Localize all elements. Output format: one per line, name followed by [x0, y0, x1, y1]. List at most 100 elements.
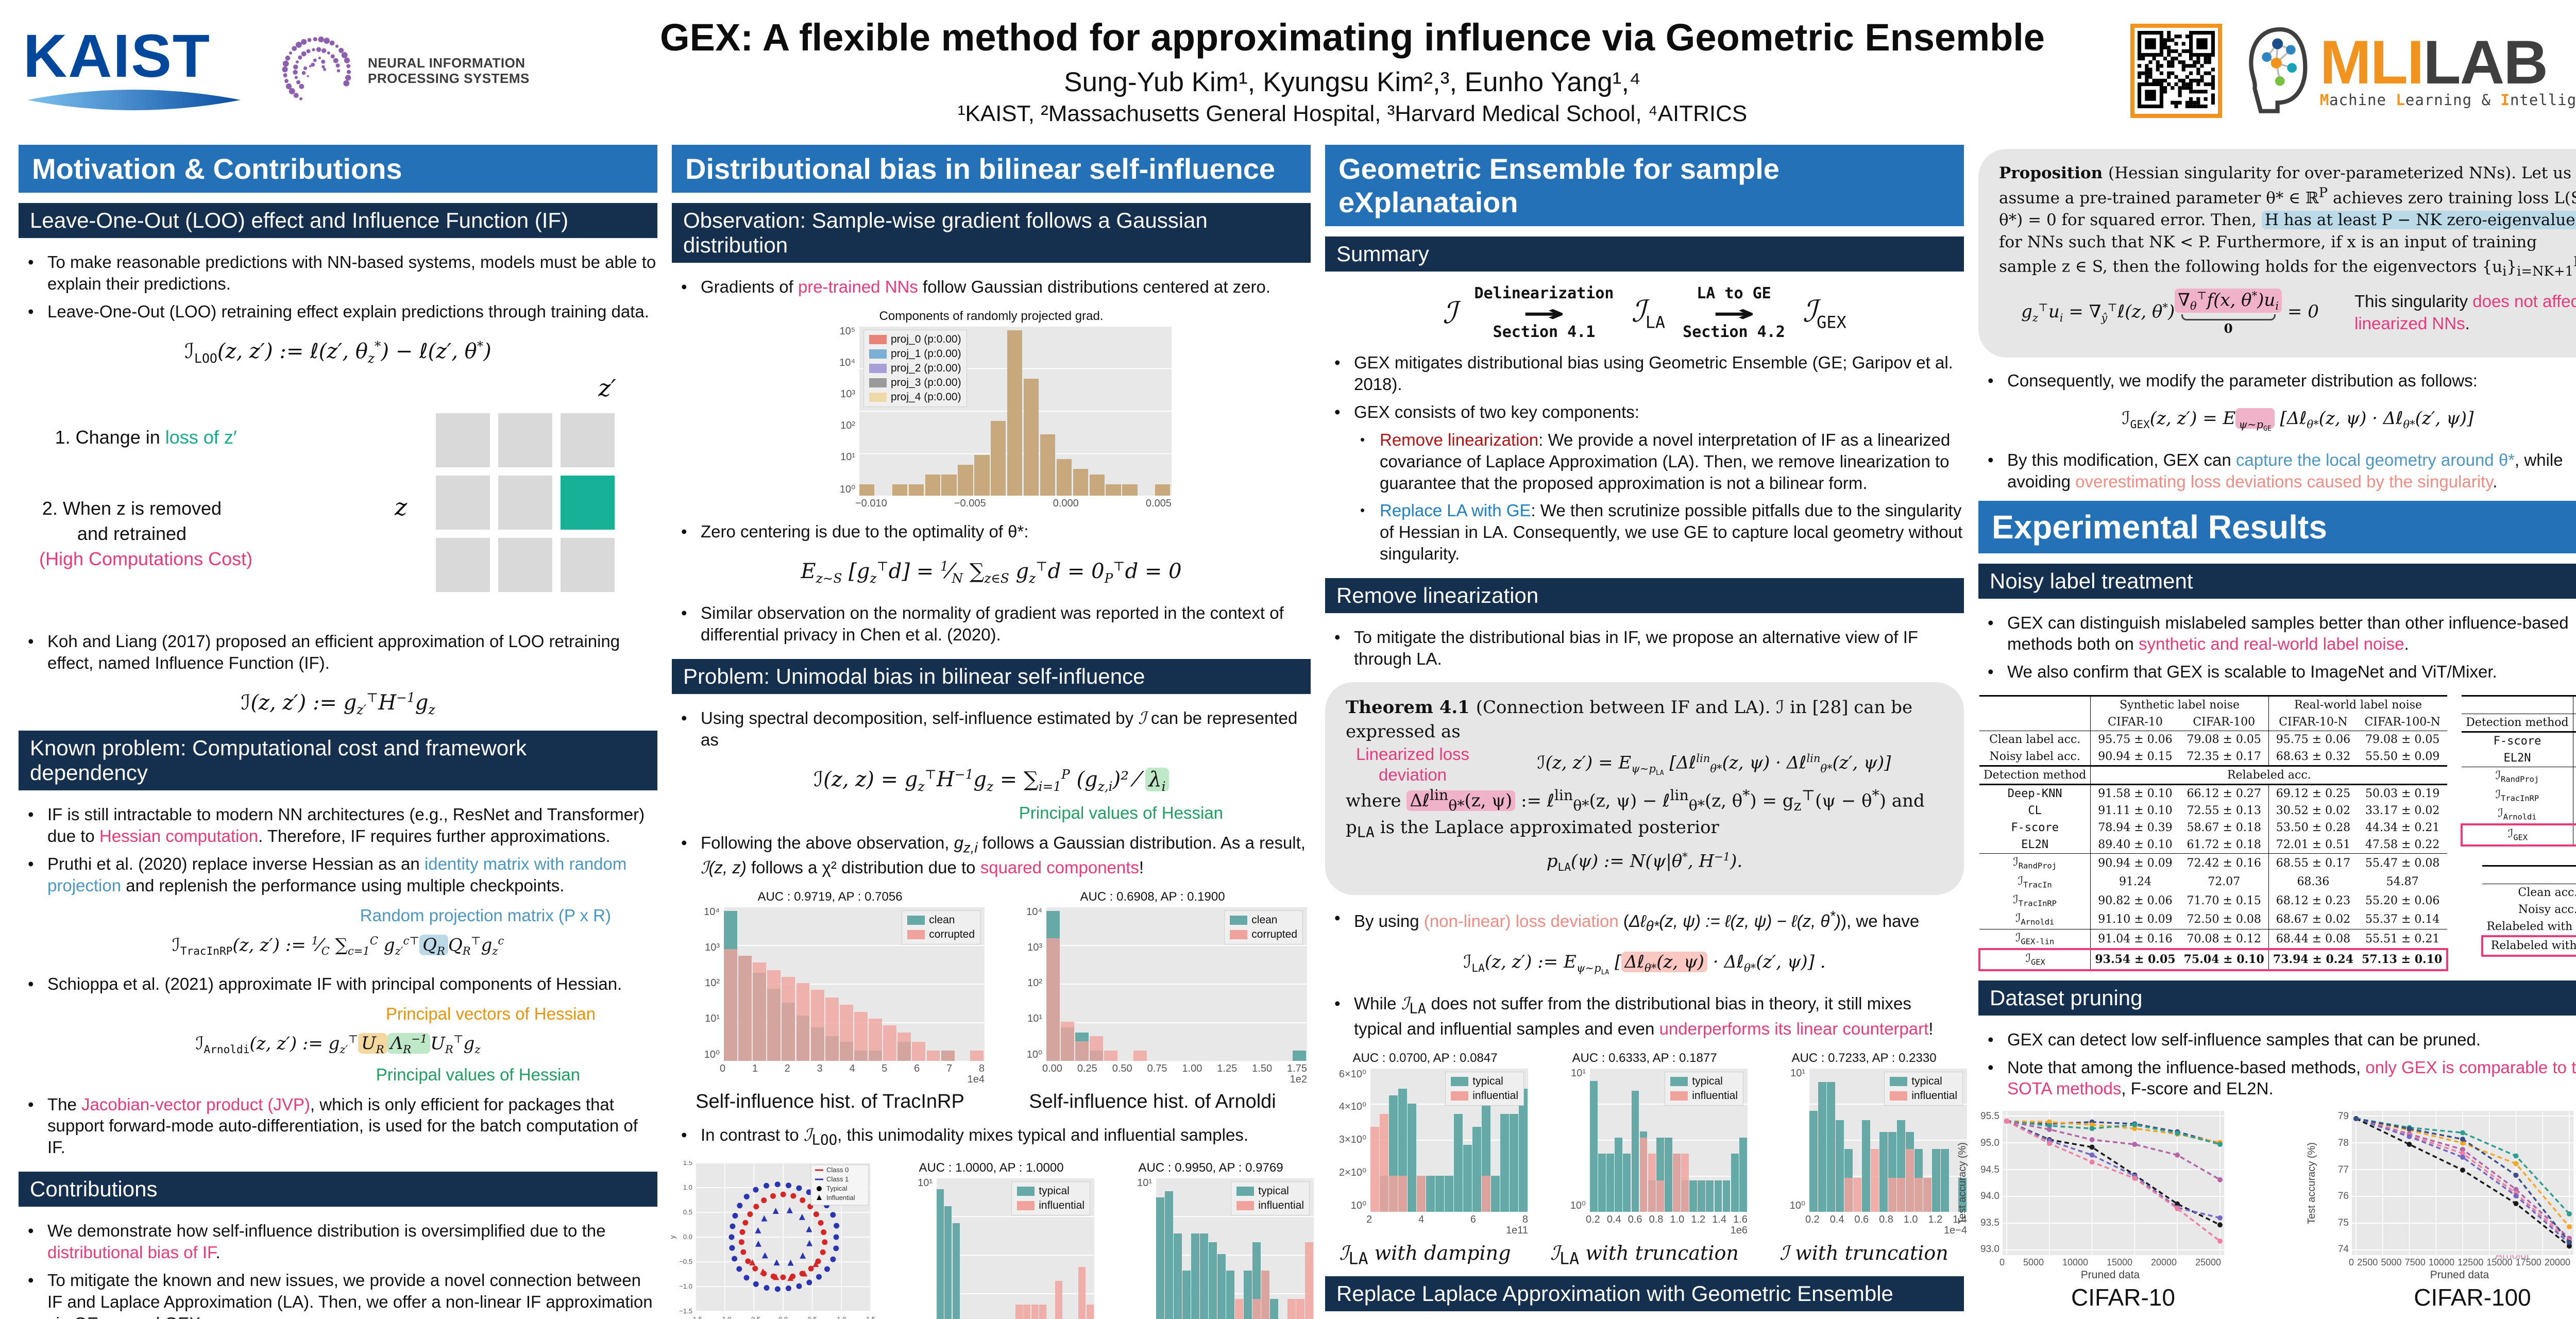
x-tick-label: 0.75: [1147, 1063, 1167, 1075]
grid-cell: [436, 475, 490, 530]
right-arrow-icon: →: [1713, 296, 1755, 329]
figure-caption: Self-influence hist. of TracInRP: [696, 1091, 964, 1113]
table-cell: [1979, 714, 2091, 731]
grid-cells: [436, 413, 615, 592]
figure-caption: CIFAR-100: [2414, 1284, 2531, 1311]
table-row: ℐTracIn 91.24 72.07 68.36 54.87: [1979, 872, 2447, 892]
x-axis: 0 5000 10000 15000 20000 25000: [1999, 1257, 2221, 1268]
line-chart-svg: [2003, 1111, 2224, 1256]
subsection-loo-if: Leave-One-Out (LOO) effect and Influence…: [19, 203, 657, 238]
figure-caption: CIFAR-10: [2071, 1284, 2175, 1311]
hist-plot-area: typical influential: [937, 1177, 1094, 1319]
hist-bar: [724, 949, 737, 1061]
column-motivation: Motivation & Contributions Leave-One-Out…: [19, 145, 657, 1319]
hist-bar: [1509, 1113, 1518, 1212]
table-cell: 72.01 ± 0.51: [2268, 836, 2358, 854]
legend-swatch: [869, 334, 887, 344]
cifar10-line-chart: Test accuracy (%) 95.5 95.0 94.5 94.0 93.5 93.…: [1955, 1111, 2540, 1281]
linearized-loss-label: Linearized loss deviation: [1355, 745, 1470, 784]
text-segment: Following the above observation,: [701, 833, 954, 852]
text-segment: , which is only efficient for packages t…: [47, 1094, 638, 1157]
table-cell: Clean acc.: [2482, 883, 2576, 901]
text-segment: !: [1139, 858, 1144, 877]
hist-bar: [1888, 1178, 1896, 1212]
text-segment: .: [2465, 313, 2470, 333]
table-cell: 72.55 ± 0.13: [2187, 804, 2261, 818]
bullet-item: Leave-One-Out (LOO) retraining effect ex…: [19, 301, 657, 323]
legend: typical influential: [1231, 1181, 1310, 1215]
x-tick-label: 10000: [2428, 1257, 2454, 1268]
text-segment: Note that among the influence-based meth…: [2007, 1057, 2366, 1077]
two-circle-figure: −1.5−1.5 −1.0 −1.0 −0.5 −0.5 0.0 0.0 0.5 0.5 1.0 1…: [668, 1159, 875, 1319]
bullet-item: We also confirm that GEX is scalable to …: [1978, 661, 2576, 683]
hist-bar: [1055, 1281, 1062, 1319]
theorem-formula-row: Linearized loss deviation ℐ(z, z′) = Eψ∼…: [1346, 744, 1943, 785]
hist-bar: [1445, 1175, 1453, 1212]
table-cell: 70.08 ± 0.12: [2179, 928, 2269, 950]
text-segment: (Hessian singularity for over-parameteri…: [1999, 164, 2572, 208]
hist-bar: [970, 1051, 984, 1061]
arnoldi-hist-figure: AUC : 0.6908, AP : 0.1900 10⁴ 10³ 10² 10¹ 10⁰…: [998, 890, 1307, 1113]
text-segment: , while avoiding: [2007, 450, 2563, 491]
y-tick-label: 94.0: [1980, 1191, 1999, 1202]
table-row: ℐGEX-lin 91.04 ± 0.16 70.08 ± 0.12 68.44 ± …: [1979, 928, 2448, 950]
table-cell: 91.10 ± 0.09: [2090, 910, 2180, 929]
bullet-item: GEX mitigates distributional bias using …: [1325, 352, 1964, 395]
x-axis: 2 4 6 8: [1366, 1214, 1528, 1226]
column-results: Proposition (Hessian singularity for ove…: [1957, 145, 2576, 1319]
y-tick-label: 10⁴: [1026, 906, 1042, 918]
diagram-ila: ℐLA: [1631, 293, 1666, 332]
legend-item: typical: [1890, 1075, 1957, 1088]
grid-cell-accent: [561, 475, 615, 530]
hist-bar: [1656, 1180, 1664, 1212]
legend-label: clean: [929, 914, 955, 926]
loo-grid: z′ z: [395, 374, 637, 619]
text-segment: H has at least P − NK zero-eigenvalues: [2261, 210, 2576, 229]
legend-swatch: [907, 916, 925, 925]
table-cell: 57.13 ± 0.10: [2358, 948, 2449, 971]
text-segment: Remove linearization: [1380, 430, 1539, 449]
hist-bar: [782, 976, 795, 1061]
text-segment: Gradients of: [701, 277, 798, 296]
bullet-list: Zero centering is due to the optimality …: [672, 515, 1311, 549]
table-row: Relabeled with GEX66.17%63.45%: [2481, 935, 2576, 957]
step2-line: 2. When z is removed and retrained: [42, 498, 222, 544]
text-segment: !: [1928, 1019, 1934, 1038]
table-cell: 68.36: [2268, 872, 2358, 892]
x-tick-label: 8: [1522, 1213, 1528, 1225]
hist-bar: [1133, 1050, 1147, 1061]
legend-label: influential: [1039, 1199, 1084, 1211]
hist-bar: [1606, 1153, 1615, 1212]
hist-bar: [1871, 1149, 1879, 1212]
hist-plot-area: clean corrupted: [724, 906, 985, 1061]
x-tick-label: 5000: [2381, 1257, 2402, 1268]
y-tick-label: 10¹: [1571, 1067, 1586, 1079]
line-legend: EL2NGEXF-scoreTracInRPRandomRandProjArno…: [2225, 1111, 2540, 1261]
hist-bar: [1007, 330, 1023, 496]
tracinrp-hist-figure: AUC : 0.9719, AP : 0.7056 10⁴ 10³ 10² 10¹ 10⁰…: [675, 890, 985, 1113]
svg-text:1.5: 1.5: [683, 1161, 692, 1166]
svg-text:−1.0: −1.0: [718, 1315, 732, 1319]
mlilab-head-icon: [2248, 27, 2308, 113]
legend-swatch: [1890, 1076, 1908, 1086]
scatter-svg: −1.5−1.5 −1.0 −1.0 −0.5 −0.5 0.0 0.0 0.5 0.5 1.0 1…: [668, 1159, 875, 1319]
hist-bar: [1615, 1138, 1623, 1212]
x-tick-label: 0.00: [1042, 1063, 1062, 1075]
table-cell: AUC: [2572, 714, 2576, 732]
hist-bar: [1673, 1153, 1681, 1212]
y-tick-label: 75: [2337, 1217, 2349, 1228]
legend-label: proj_3 (p:0.00): [891, 376, 961, 388]
bullet-item: Using spectral decomposition, self-influ…: [672, 707, 1311, 751]
table-row: Clean label acc. 95.75 ± 0.06 79.08 ± 0.05…: [1979, 731, 2448, 749]
legend-label: influential: [1472, 1089, 1518, 1102]
hist-bar: [952, 1223, 960, 1319]
formula-zero-centering: Ez∼S [gz⊤d] = 1⁄N ∑z∈S gz⊤d = 0P⊤d = 0: [801, 559, 1182, 586]
y-tick-label: 10¹: [840, 451, 855, 463]
x-tick-label: 1.50: [1252, 1063, 1273, 1075]
y-tick-label: 10⁰: [1789, 1199, 1805, 1211]
legend-label: typical: [1692, 1075, 1723, 1087]
table-cell: Detection method: [2462, 714, 2573, 732]
table-cell: ℐGEX: [2461, 823, 2573, 847]
